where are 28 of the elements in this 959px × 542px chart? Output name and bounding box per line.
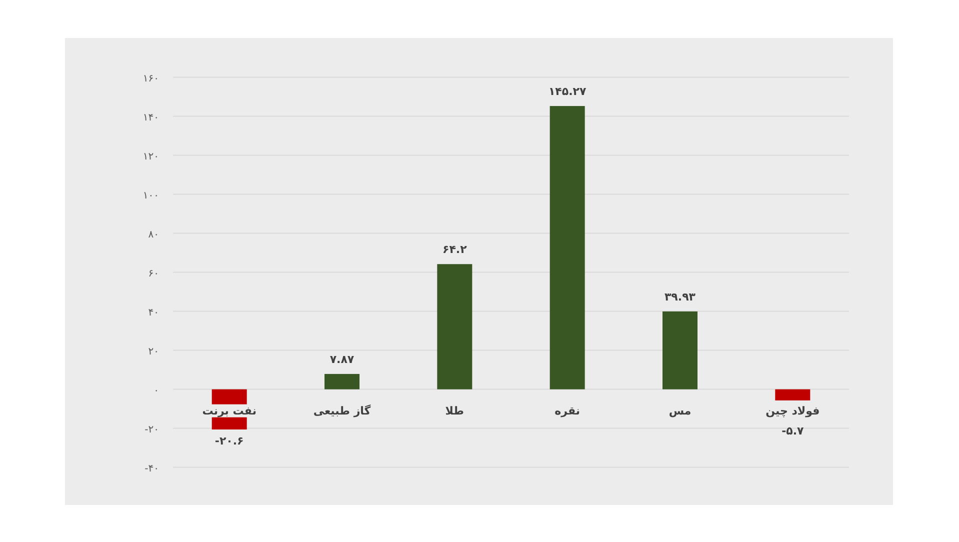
x-tick-label: مس xyxy=(668,404,692,418)
x-tick-label: طلا xyxy=(445,404,464,418)
x-tick-label: فولاد چین xyxy=(766,404,820,418)
bar xyxy=(437,264,472,390)
y-tick-label: ۴۰ xyxy=(148,307,159,318)
bar xyxy=(550,106,585,390)
y-tick-label: -۴۰ xyxy=(144,463,159,474)
y-tick-label: ۸۰ xyxy=(148,229,159,240)
bar xyxy=(324,374,360,390)
x-tick-label: نفت برنت xyxy=(202,404,256,418)
data-label: ۱۴۵.۲۷ xyxy=(548,85,586,98)
bar xyxy=(775,389,810,400)
y-tick-label: ۱۶۰ xyxy=(142,73,159,84)
y-tick-label: ۱۰۰ xyxy=(142,190,159,202)
data-label: -۵.۷ xyxy=(782,424,804,438)
y-tick-label: ۰ xyxy=(154,385,159,396)
y-tick-label: ۱۲۰ xyxy=(142,151,159,162)
data-label: ۳۹.۹۳ xyxy=(664,290,696,304)
x-tick-label: گاز طبیعی xyxy=(313,404,372,418)
data-label: ۷.۸۷ xyxy=(330,352,354,366)
data-label: ۶۴.۲ xyxy=(442,243,468,256)
x-tick-label: نقره xyxy=(554,404,580,418)
y-tick-label: ۱۴۰ xyxy=(142,112,159,124)
y-tick-label: ۶۰ xyxy=(148,268,159,280)
y-tick-label: ۲۰ xyxy=(148,346,159,358)
data-label: -۲۰.۶ xyxy=(214,434,244,448)
bar xyxy=(662,311,698,390)
y-tick-label: -۲۰ xyxy=(144,424,159,436)
